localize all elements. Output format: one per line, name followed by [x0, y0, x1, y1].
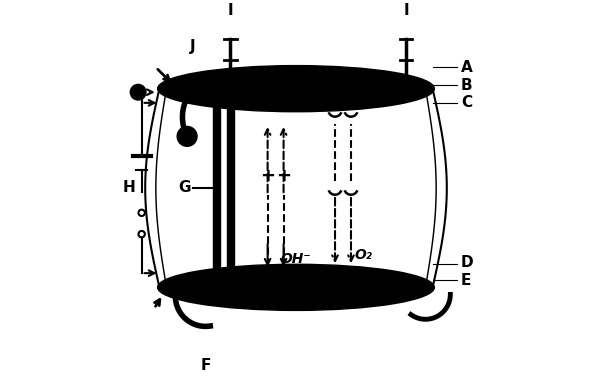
- Text: G: G: [178, 180, 191, 196]
- Text: E: E: [461, 273, 471, 288]
- Circle shape: [130, 84, 146, 100]
- Text: I: I: [403, 3, 409, 18]
- Text: +: +: [260, 167, 275, 185]
- Text: I: I: [227, 3, 233, 18]
- Ellipse shape: [157, 65, 435, 112]
- Text: B: B: [461, 77, 472, 92]
- Ellipse shape: [157, 264, 435, 311]
- Text: O₂: O₂: [355, 249, 372, 262]
- Text: H: H: [123, 180, 136, 196]
- Text: F: F: [200, 358, 211, 373]
- Text: C: C: [461, 96, 472, 110]
- Text: J: J: [190, 39, 196, 53]
- Text: A: A: [461, 60, 473, 75]
- Text: D: D: [461, 255, 474, 270]
- Text: OH⁻: OH⁻: [281, 252, 311, 266]
- Circle shape: [177, 126, 197, 146]
- Text: +: +: [276, 167, 291, 185]
